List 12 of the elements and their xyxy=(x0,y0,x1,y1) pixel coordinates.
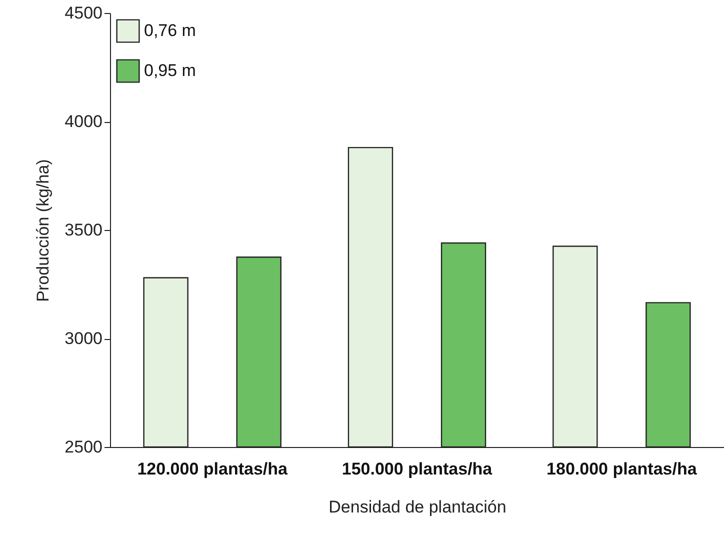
x-axis-title: Densidad de plantación xyxy=(328,498,506,516)
x-tick-label: 150.000 plantas/ha xyxy=(342,460,493,478)
legend-label: 0,76 m xyxy=(144,21,196,40)
legend-label: 0,95 m xyxy=(144,61,196,80)
y-tick-label: 2500 xyxy=(64,438,102,456)
y-tick-label: 3500 xyxy=(64,220,102,240)
x-tick-label: 120.000 plantas/ha xyxy=(137,460,288,478)
x-tick-label: 180.000 plantas/ha xyxy=(546,460,698,478)
y-tick-label: 3000 xyxy=(64,329,102,348)
y-axis-title: Producción (kg/ha) xyxy=(34,159,53,302)
y-tick-label: 4000 xyxy=(64,112,102,131)
y-tick-label: 4500 xyxy=(64,4,102,22)
